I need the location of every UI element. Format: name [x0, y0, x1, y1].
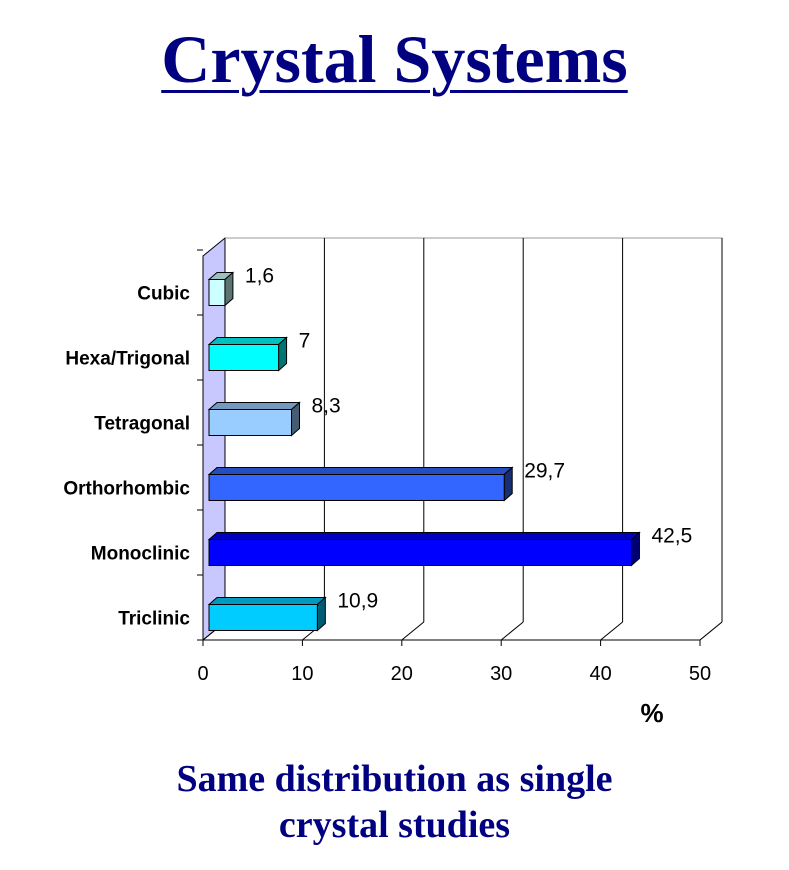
caption-line-1: Same distribution as single [176, 758, 613, 800]
x-tick-label: 40 [589, 663, 611, 685]
category-label: Hexa/Trigonal [65, 349, 190, 370]
bar-front [208, 279, 226, 306]
caption: Same distribution as single crystal stud… [0, 756, 789, 848]
bar-front [208, 409, 293, 436]
data-label: 10,9 [337, 590, 378, 613]
bar [207, 596, 327, 632]
bars [207, 271, 641, 632]
bar-top [207, 467, 514, 475]
chart-walls [202, 236, 723, 642]
floor-gridline [600, 621, 623, 641]
data-label: 8,3 [312, 395, 341, 418]
category-label: Tetragonal [94, 414, 190, 435]
x-axis-ticks: 0 10 20 30 40 50 [197, 663, 711, 685]
x-axis-title: % [640, 698, 663, 728]
data-label: 29,7 [524, 460, 565, 483]
bar-front [208, 474, 505, 501]
bar-front [208, 539, 632, 566]
floor-gridline [500, 621, 524, 641]
x-tick-label: 0 [197, 663, 208, 685]
chart-title: Crystal Systems [161, 21, 628, 97]
category-label: Cubic [137, 284, 190, 305]
bar [207, 531, 641, 567]
bar [207, 271, 235, 307]
bar [207, 336, 288, 372]
x-tick-label: 30 [490, 663, 512, 685]
x-tick-label: 20 [391, 663, 413, 685]
category-label: Orthorhombic [63, 479, 190, 500]
bar-front [208, 604, 318, 631]
data-label: 7 [299, 330, 311, 353]
bar-front [208, 344, 280, 371]
x-tick-label: 10 [291, 663, 313, 685]
data-label: 42,5 [651, 525, 692, 548]
bar-top [207, 337, 288, 345]
bar-top [207, 597, 327, 605]
category-labels: Cubic Hexa/Trigonal Tetragonal Orthorhombic… [63, 284, 190, 630]
floor-gridline [401, 621, 425, 641]
gridlines [197, 238, 723, 646]
data-labels: 1,6 7 8,3 29,7 42,5 10,9 [245, 265, 692, 613]
caption-line-2: crystal studies [278, 804, 511, 846]
x-tick-label: 50 [689, 663, 711, 685]
floor-gridline [699, 621, 723, 641]
bar [207, 466, 514, 502]
category-label: Monoclinic [91, 544, 191, 565]
bar [207, 401, 301, 437]
category-label: Triclinic [118, 609, 190, 630]
bar-top [207, 532, 641, 540]
bar-top [207, 402, 301, 410]
data-label: 1,6 [245, 265, 274, 288]
